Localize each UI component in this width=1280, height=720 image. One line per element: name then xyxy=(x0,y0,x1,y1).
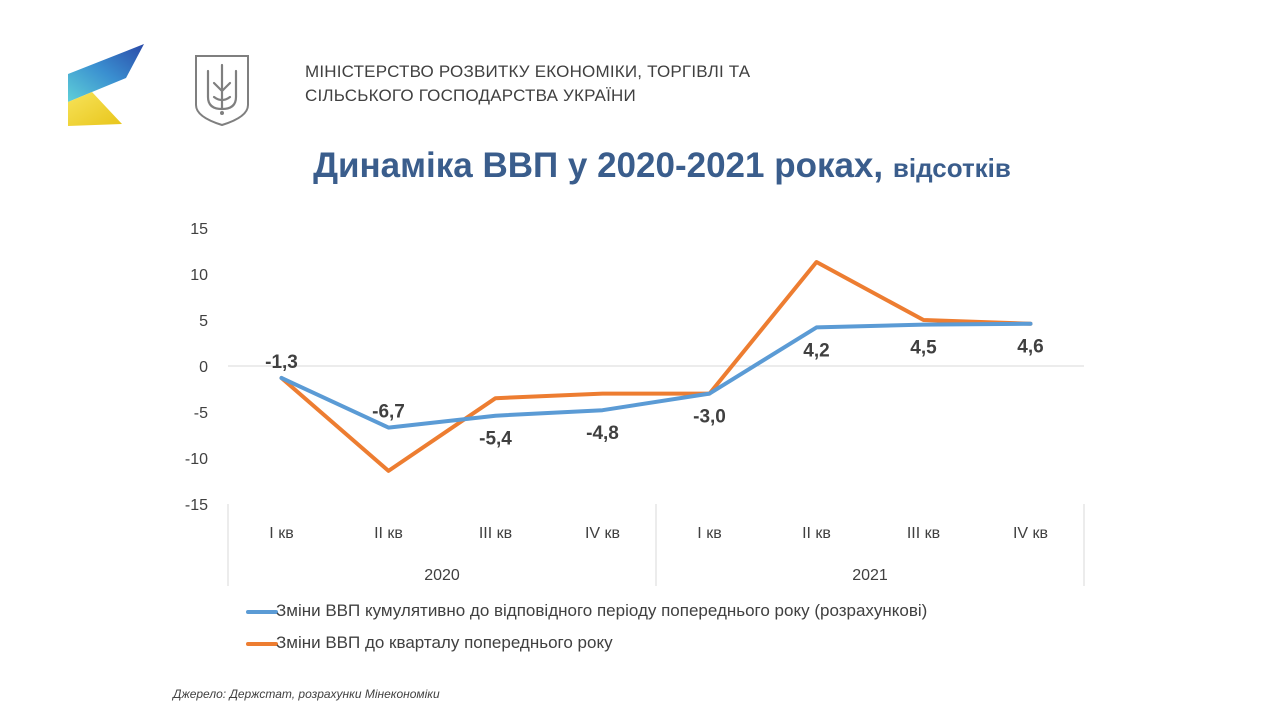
category-label: ІІ кв xyxy=(802,525,831,542)
ministry-line-1: МІНІСТЕРСТВО РОЗВИТКУ ЕКОНОМІКИ, ТОРГІВЛ… xyxy=(305,62,751,81)
year-label: 2020 xyxy=(424,567,460,584)
gdp-line-chart: 15 10 5 0 -5 -10 -15 2020 2021 І кв ІІ кв ІІІ кв ІV … xyxy=(185,221,1085,586)
category-label: ІV кв xyxy=(1013,525,1048,542)
category-label: І кв xyxy=(697,525,721,542)
category-label: ІІІ кв xyxy=(479,525,512,542)
ministry-name: МІНІСТЕРСТВО РОЗВИТКУ ЕКОНОМІКИ, ТОРГІВЛ… xyxy=(305,60,825,108)
chart-title: Динаміка ВВП у 2020-2021 роках, відсоткі… xyxy=(0,146,1280,186)
category-label: І кв xyxy=(269,525,293,542)
chart-title-main: Динаміка ВВП у 2020-2021 роках, xyxy=(313,146,884,185)
category-label: ІV кв xyxy=(585,525,620,542)
legend-label-quarterly: Зміни ВВП до кварталу попереднього року xyxy=(276,633,613,652)
series-line-quarterly xyxy=(279,260,1033,473)
category-label: ІІ кв xyxy=(374,525,403,542)
y-tick-label: -15 xyxy=(185,497,208,514)
year-label: 2021 xyxy=(852,567,888,584)
data-label: -3,0 xyxy=(693,407,726,428)
y-tick-label: 0 xyxy=(199,359,208,376)
chart-title-unit: відсотків xyxy=(892,153,1011,183)
ministry-logo xyxy=(68,44,144,126)
data-label: 4,6 xyxy=(1017,337,1043,358)
data-label: -1,3 xyxy=(265,352,298,373)
data-label: -6,7 xyxy=(372,402,405,423)
y-tick-label: -5 xyxy=(194,405,208,422)
legend-swatch-cumulative xyxy=(246,610,278,614)
coat-of-arms-icon xyxy=(195,55,249,127)
series-line-cumulative xyxy=(279,321,1033,430)
y-tick-label: 15 xyxy=(190,221,208,238)
data-label: -5,4 xyxy=(479,429,512,450)
ministry-line-2: СІЛЬСЬКОГО ГОСПОДАРСТВА УКРАЇНИ xyxy=(305,86,636,105)
data-label: -4,8 xyxy=(586,423,619,444)
category-label: ІІІ кв xyxy=(907,525,940,542)
data-label: 4,5 xyxy=(910,338,937,359)
y-tick-label: 10 xyxy=(190,267,208,284)
y-tick-label: 5 xyxy=(199,313,208,330)
source-note: Джерело: Держстат, розрахунки Мінекономі… xyxy=(173,687,440,701)
data-label: 4,2 xyxy=(803,340,829,361)
y-tick-label: -10 xyxy=(185,451,208,468)
legend-label-cumulative: Зміни ВВП кумулятивно до відповідного пе… xyxy=(276,601,928,620)
legend-swatch-quarterly xyxy=(246,642,278,646)
